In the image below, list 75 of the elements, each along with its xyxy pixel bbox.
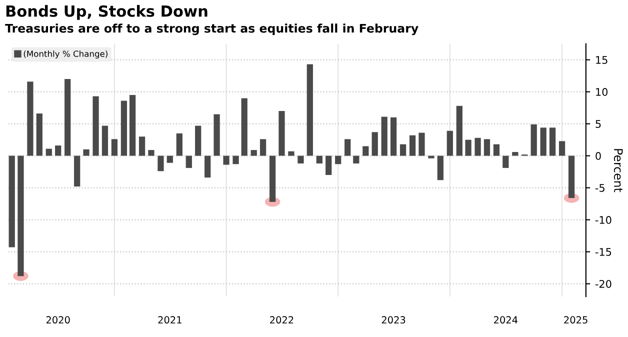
bar bbox=[456, 106, 462, 156]
bar bbox=[186, 156, 192, 168]
y-tick-label: 15 bbox=[596, 56, 608, 64]
bar bbox=[138, 136, 146, 156]
bar bbox=[176, 133, 182, 156]
bar bbox=[372, 132, 378, 156]
bar bbox=[27, 82, 34, 156]
y-tick-label: -15 bbox=[595, 248, 612, 256]
bar bbox=[214, 114, 220, 156]
bar bbox=[390, 117, 397, 156]
bar bbox=[278, 110, 285, 156]
bar bbox=[530, 124, 537, 156]
bar bbox=[250, 150, 257, 156]
bar bbox=[195, 126, 202, 156]
y-tick-label: -10 bbox=[595, 216, 612, 224]
bar bbox=[512, 152, 518, 156]
x-tick-label: 2025 bbox=[564, 316, 588, 324]
x-tick-label: 2023 bbox=[382, 316, 406, 324]
bar bbox=[298, 156, 304, 164]
bar bbox=[120, 100, 128, 156]
bar bbox=[241, 98, 248, 156]
bar bbox=[166, 156, 173, 163]
bar bbox=[502, 156, 509, 168]
x-tick-label: 2020 bbox=[46, 316, 70, 324]
y-tick-label: -5 bbox=[595, 184, 604, 192]
bar bbox=[306, 64, 313, 156]
bar bbox=[446, 130, 453, 156]
y-tick-label: 0 bbox=[596, 152, 601, 160]
y-tick-label: 10 bbox=[596, 88, 608, 96]
bar bbox=[111, 139, 118, 156]
legend-label: (Monthly % Change) bbox=[24, 50, 108, 59]
bar bbox=[204, 156, 211, 178]
chart-title: Bonds Up, Stocks Down bbox=[6, 5, 208, 20]
bar bbox=[484, 139, 490, 156]
bar bbox=[148, 150, 154, 156]
bar bbox=[549, 128, 556, 156]
bar bbox=[540, 128, 546, 156]
bar bbox=[465, 140, 472, 156]
x-tick-label: 2024 bbox=[494, 316, 518, 324]
bar bbox=[36, 114, 42, 156]
bar bbox=[353, 156, 360, 164]
bar bbox=[260, 139, 266, 156]
bar bbox=[158, 156, 164, 172]
bar bbox=[8, 156, 15, 248]
bar bbox=[381, 116, 388, 156]
bar bbox=[288, 151, 294, 156]
bar bbox=[326, 156, 332, 175]
bar bbox=[558, 141, 566, 156]
y-tick-label: -20 bbox=[595, 280, 612, 288]
bar bbox=[83, 149, 90, 156]
bar bbox=[316, 156, 322, 164]
bar bbox=[428, 156, 434, 158]
x-tick-label: 2021 bbox=[158, 316, 182, 324]
bar bbox=[102, 126, 108, 156]
y-axis-title: Percent bbox=[614, 149, 623, 192]
bar bbox=[74, 156, 80, 186]
bar bbox=[400, 144, 406, 156]
bar bbox=[92, 96, 99, 156]
bar bbox=[437, 156, 444, 180]
bar bbox=[46, 148, 52, 156]
bar bbox=[55, 146, 62, 156]
bar bbox=[64, 79, 71, 156]
bar bbox=[474, 138, 481, 156]
bar bbox=[418, 132, 425, 156]
x-tick-label: 2022 bbox=[270, 316, 294, 324]
bar bbox=[223, 156, 230, 165]
bar bbox=[493, 144, 500, 156]
bar bbox=[409, 135, 416, 156]
bar bbox=[129, 95, 136, 156]
bar bbox=[335, 156, 342, 164]
chart-subtitle: Treasuries are off to a strong start as equities fall in February bbox=[5, 24, 418, 36]
bar bbox=[232, 156, 239, 164]
bar bbox=[344, 139, 351, 156]
bar bbox=[362, 146, 369, 156]
y-tick-label: 5 bbox=[596, 120, 601, 128]
